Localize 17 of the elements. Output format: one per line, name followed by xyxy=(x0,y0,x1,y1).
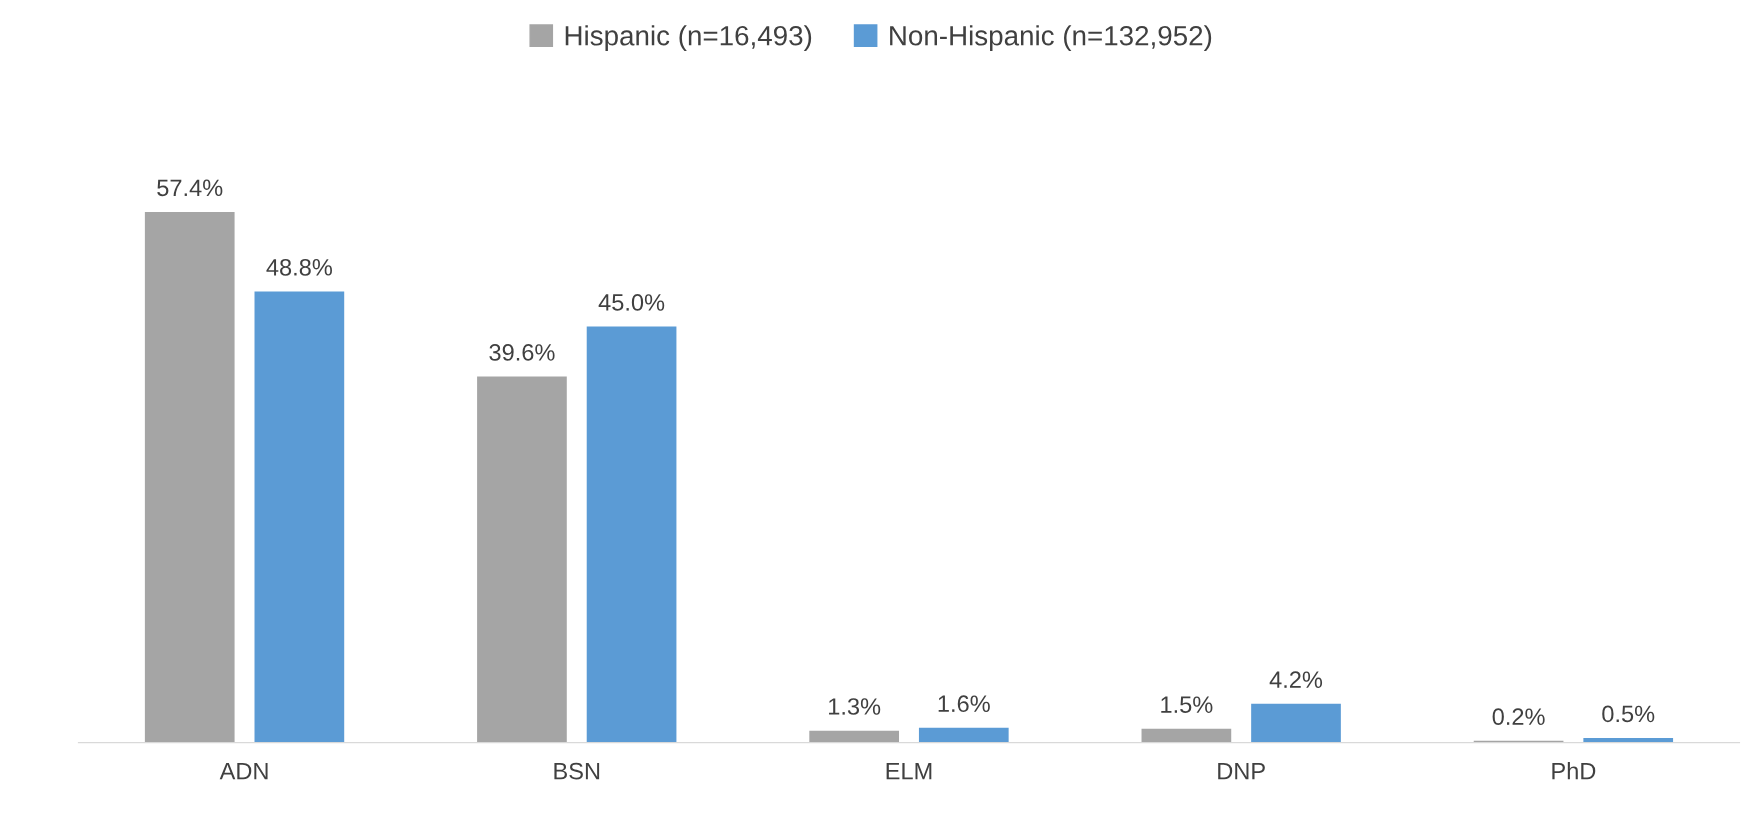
data-label: 45.0% xyxy=(598,294,665,311)
data-label: 0.2% xyxy=(1492,708,1545,726)
x-tick-label: DNP xyxy=(1218,762,1265,780)
data-label: 1.3% xyxy=(829,698,881,715)
x-tick-label: ELM xyxy=(886,762,932,780)
data-label: 1.6% xyxy=(938,695,990,713)
x-tick-label: PhD xyxy=(1552,762,1596,780)
data-label: 4.2% xyxy=(1269,671,1323,688)
data-label: 48.8% xyxy=(266,258,332,276)
data-label: 57.4% xyxy=(157,179,223,197)
legend-label: Hispanic (n=16,493) xyxy=(565,25,812,52)
legend-label: Non-Hispanic (n=132,952) xyxy=(890,25,1212,52)
x-tick-label: ADN xyxy=(219,762,268,780)
data-label: 39.6% xyxy=(489,344,555,361)
x-tick-label: BSN xyxy=(554,762,600,780)
data-label: 0.5% xyxy=(1602,705,1655,723)
data-label: 1.5% xyxy=(1161,696,1213,714)
